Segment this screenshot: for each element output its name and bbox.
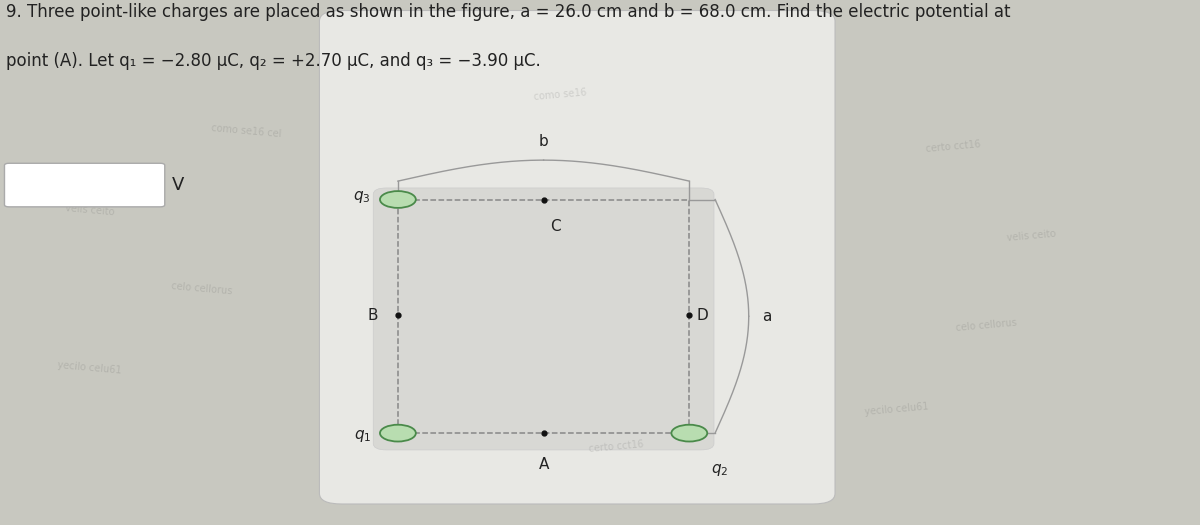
FancyBboxPatch shape xyxy=(373,188,714,450)
Text: celo cellorus: celo cellorus xyxy=(170,281,233,297)
FancyBboxPatch shape xyxy=(319,10,835,504)
Text: $q_1$: $q_1$ xyxy=(354,428,371,444)
Text: $q_2$: $q_2$ xyxy=(710,462,728,478)
Text: velis ceito: velis ceito xyxy=(1006,229,1056,244)
Circle shape xyxy=(671,425,707,442)
Text: V: V xyxy=(172,176,184,194)
Text: B: B xyxy=(367,308,378,322)
Text: celo cellorus: celo cellorus xyxy=(955,320,1016,331)
Text: 9. Three point-like charges are placed as shown in the figure, a = 26.0 cm and b: 9. Three point-like charges are placed a… xyxy=(6,3,1010,20)
Text: como se16 cel: como se16 cel xyxy=(211,126,282,136)
Circle shape xyxy=(380,425,416,442)
Text: D: D xyxy=(696,308,708,322)
Text: yecilo celu61: yecilo celu61 xyxy=(58,362,121,373)
Text: point (A). Let q₁ = −2.80 μC, q₂ = +2.70 μC, and q₃ = −3.90 μC.: point (A). Let q₁ = −2.80 μC, q₂ = +2.70… xyxy=(6,52,540,70)
Text: b: b xyxy=(539,133,548,149)
Text: yecilo celu61: yecilo celu61 xyxy=(864,402,929,417)
FancyBboxPatch shape xyxy=(5,163,164,207)
Text: a: a xyxy=(762,309,772,324)
Text: $q_3$: $q_3$ xyxy=(354,189,371,205)
Text: certo cct16: certo cct16 xyxy=(925,140,980,154)
Text: como se16: como se16 xyxy=(534,89,587,100)
Text: C: C xyxy=(551,219,560,235)
Circle shape xyxy=(380,191,416,208)
Text: velis ceito: velis ceito xyxy=(65,203,115,217)
Text: A: A xyxy=(539,457,548,472)
Text: certo cct16: certo cct16 xyxy=(588,439,644,454)
